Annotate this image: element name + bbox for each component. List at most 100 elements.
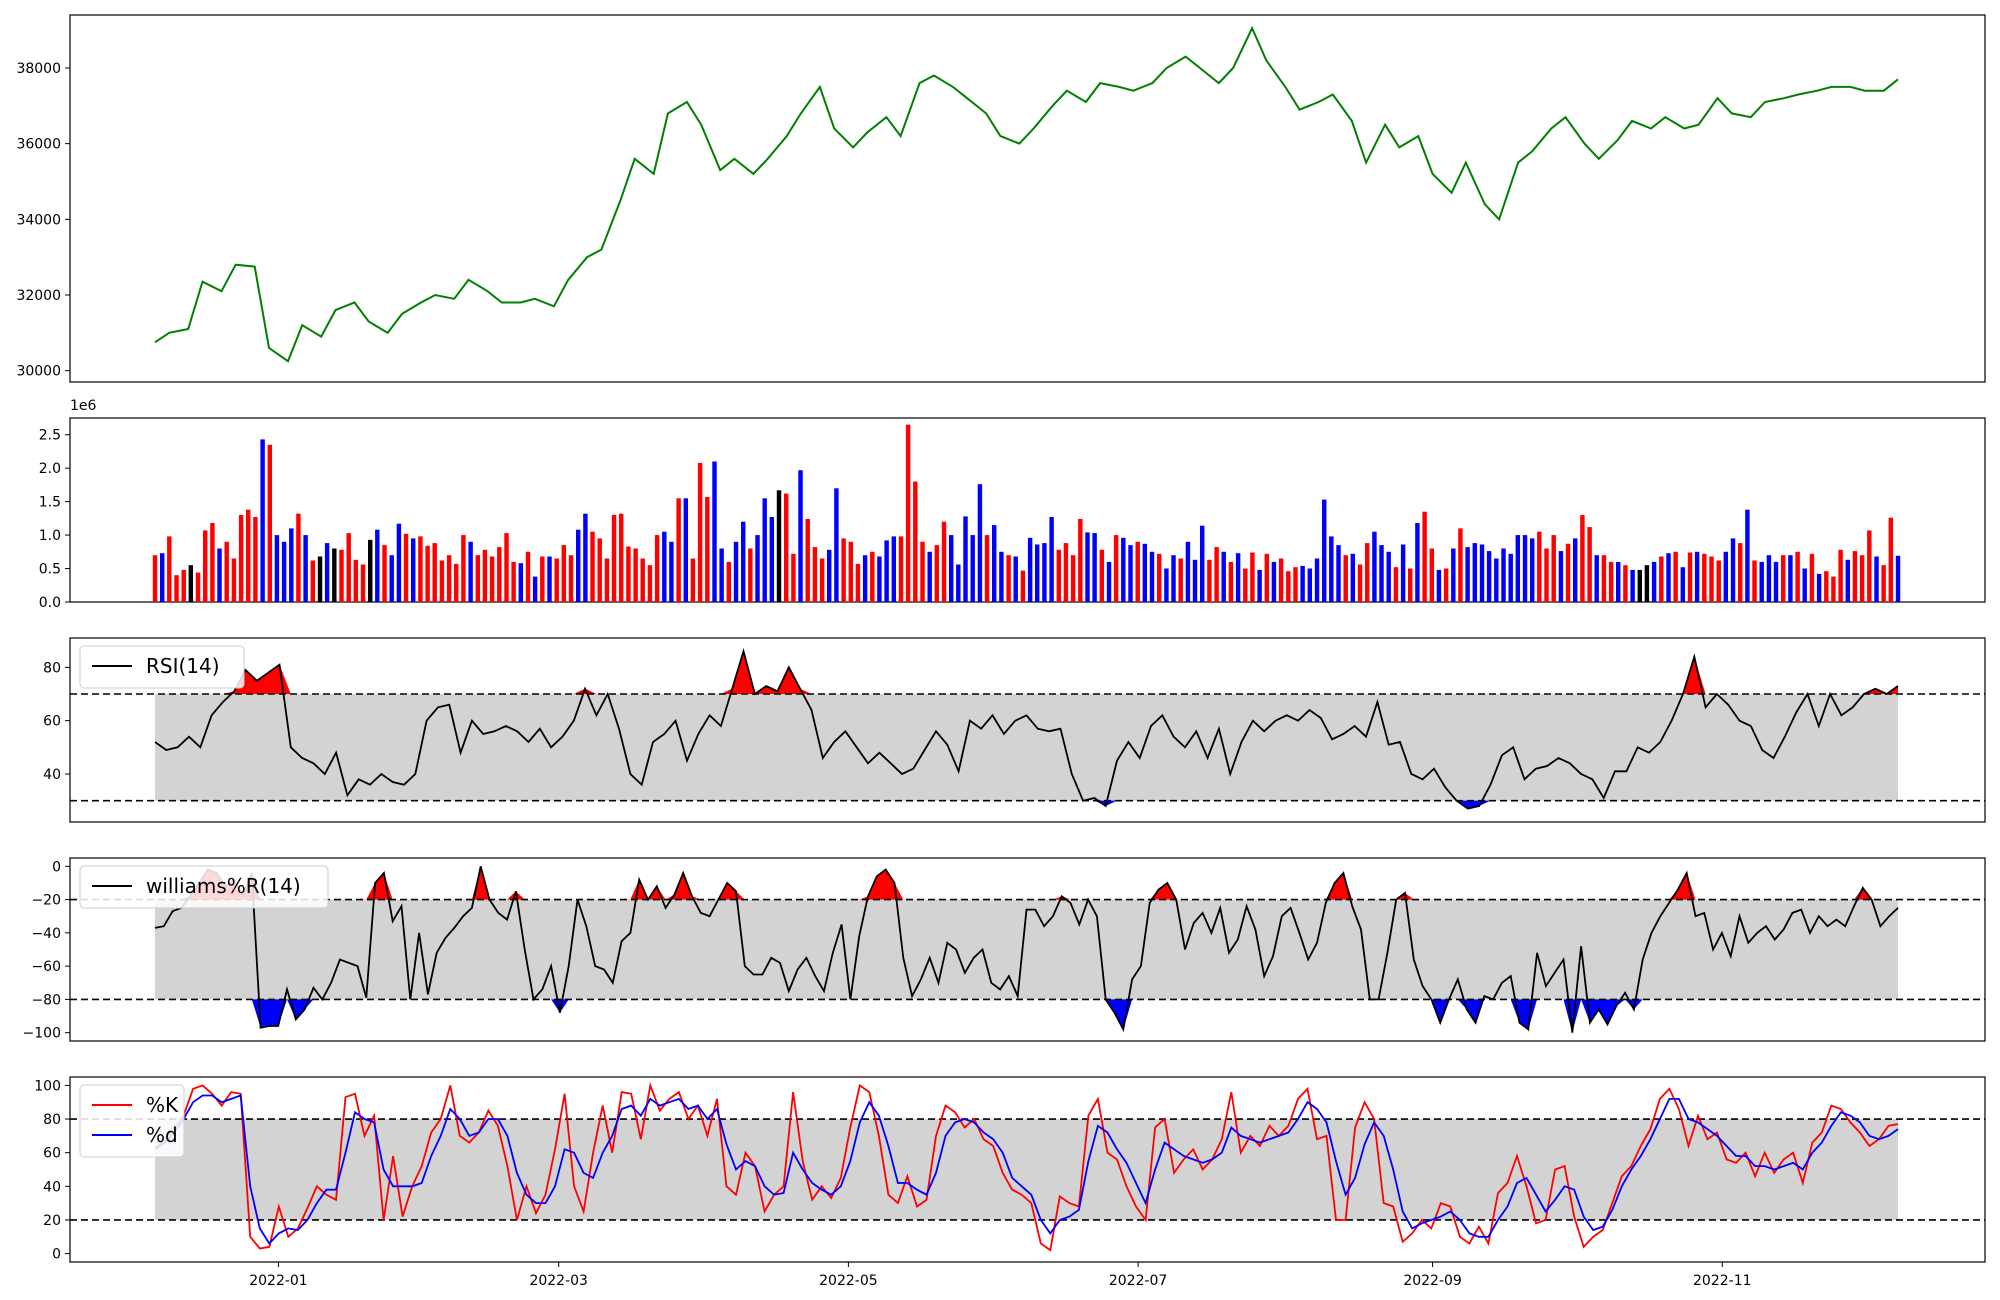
volume-bar [755, 535, 760, 602]
y-tick-label: 40 [43, 1179, 61, 1195]
volume-bar [805, 519, 810, 602]
volume-bar [1200, 525, 1205, 602]
volume-bar [934, 545, 940, 602]
volume-bar [281, 541, 287, 602]
volume-bar [927, 551, 932, 602]
volume-bar [1472, 543, 1478, 602]
overbought-fill [155, 866, 1898, 900]
volume-bar [1386, 551, 1391, 602]
oversold-fill [155, 800, 1898, 809]
volume-bar [920, 541, 925, 602]
volume-bar [1867, 530, 1872, 602]
volume-bar [1795, 551, 1800, 602]
volume-bar [1630, 569, 1635, 602]
volume-bar [1207, 559, 1212, 602]
stochastic-d-line [154, 1094, 1899, 1245]
volume-bar [1730, 538, 1736, 602]
volume-bar [568, 555, 574, 602]
volume-bar [1128, 545, 1133, 602]
volume-bar [812, 547, 818, 602]
volume-bar [1006, 555, 1011, 602]
volume-bar [375, 529, 380, 602]
volume-bar [712, 461, 717, 602]
volume-bar [719, 548, 724, 602]
volume-bar [1752, 560, 1757, 602]
volume-bar [841, 538, 846, 602]
volume-bar [1379, 545, 1384, 602]
volume-bar [468, 541, 473, 602]
volume-bar [1157, 553, 1162, 602]
volume-bar [554, 558, 559, 602]
y-tick-label: 34000 [16, 212, 61, 228]
volume-bar [877, 556, 882, 602]
volume-bar [1852, 551, 1858, 602]
volume-bar [1479, 544, 1485, 602]
volume-bar [368, 539, 373, 602]
volume-bar [525, 551, 531, 602]
volume-bar [203, 530, 208, 602]
volume-scale-label: 1e6 [70, 398, 97, 414]
volume-bar [1573, 538, 1578, 602]
volume-bar [1623, 565, 1628, 602]
volume-bar [1874, 556, 1879, 602]
volume-bar [1773, 561, 1779, 602]
y-tick-label: −100 [23, 1026, 61, 1042]
volume-bar [454, 563, 459, 602]
volume-bar [611, 515, 617, 602]
volume-bar [683, 498, 689, 602]
volume-bar [977, 484, 983, 602]
y-tick-label: 0 [52, 859, 61, 875]
volume-bar [1171, 555, 1176, 602]
volume-bar [963, 516, 968, 602]
volume-bar [798, 470, 803, 602]
volume-bar [870, 551, 875, 602]
volume-bar [418, 536, 423, 602]
volume-bar [662, 531, 667, 602]
volume-bar [547, 556, 552, 602]
volume-bar [1013, 556, 1018, 602]
volume-bar [238, 515, 244, 602]
volume-bar [1228, 561, 1234, 602]
volume-bar [1106, 561, 1112, 602]
volume-bar [1702, 553, 1707, 602]
axes-frame-0 [69, 14, 1986, 383]
volume-bar [1508, 553, 1513, 602]
volume-bar [210, 523, 215, 602]
volume-bar [583, 513, 588, 602]
volume-bar [1594, 555, 1599, 602]
volume-bar [597, 538, 602, 602]
y-tick-label: 80 [43, 660, 61, 676]
x-tick-label: 2022-01 [249, 1273, 308, 1289]
volume-bar [253, 517, 258, 602]
volume-bar [1121, 537, 1126, 602]
volume-bar [303, 535, 308, 602]
legend-label: %d [146, 1123, 178, 1147]
volume-bar [848, 541, 854, 602]
volume-bar [1824, 571, 1829, 602]
volume-bar [1465, 547, 1470, 602]
y-tick-label: 0.0 [39, 595, 61, 611]
volume-bar [970, 535, 975, 602]
volume-bar [1537, 531, 1542, 602]
axes-frame-1 [69, 417, 1986, 603]
x-tick-label: 2022-03 [529, 1273, 588, 1289]
y-tick-label: 100 [34, 1078, 61, 1094]
volume-bar [647, 565, 653, 602]
volume-bar [1357, 564, 1363, 602]
volume-bar [382, 545, 387, 602]
volume-bar [160, 553, 165, 602]
volume-bar [1293, 567, 1298, 602]
volume-bar [1329, 536, 1334, 602]
volume-bar [1644, 565, 1650, 602]
y-tick-label: 0 [52, 1247, 61, 1263]
volume-bar [590, 531, 595, 602]
volume-bar [669, 541, 674, 602]
volume-bar [1738, 543, 1743, 602]
volume-bar [1687, 552, 1693, 602]
oversold-fill [155, 999, 1898, 1033]
volume-bar [1781, 555, 1786, 602]
volume-bar [1092, 533, 1097, 602]
volume-bar [403, 533, 409, 602]
volume-bar [1723, 551, 1729, 602]
